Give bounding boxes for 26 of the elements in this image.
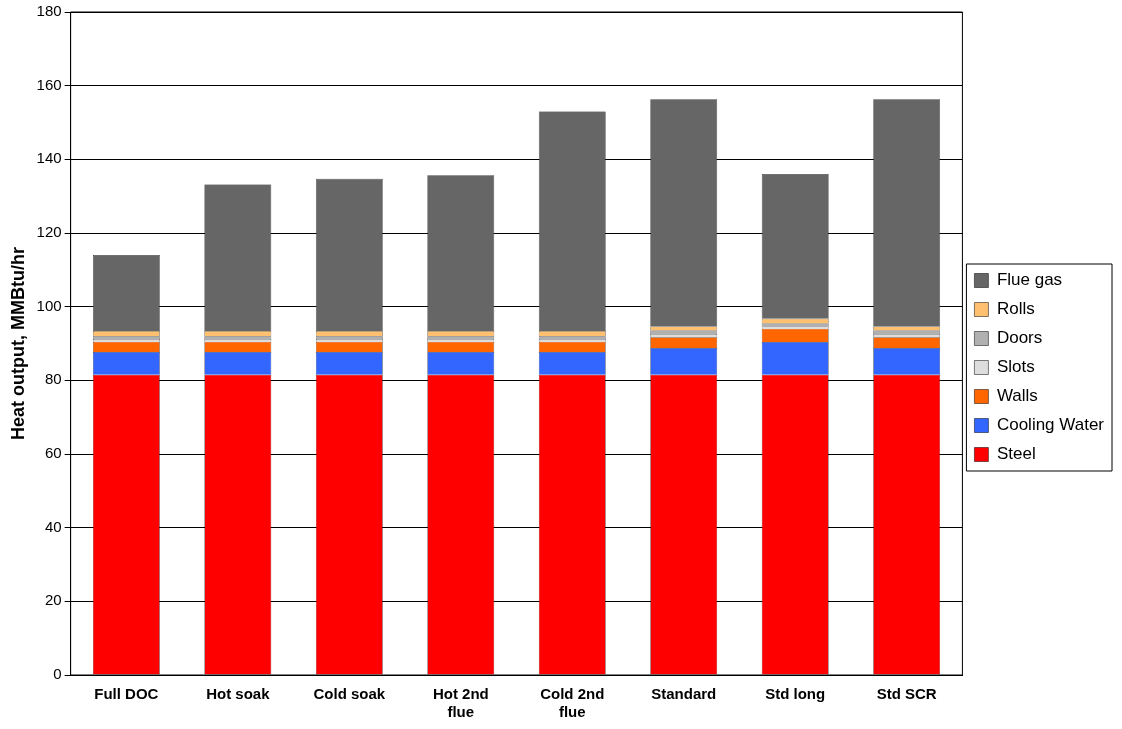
legend-label: Walls [996, 386, 1038, 406]
y-tick-label: 160 [36, 75, 62, 93]
legend-label: Rolls [996, 299, 1035, 319]
legend-label: Cooling Water [996, 415, 1105, 435]
x-tick-label: Std SCR [876, 685, 937, 703]
y-axis-title: Heat output, MMBtu/hr [7, 247, 28, 440]
x-tick-label: Cold 2nd flue [540, 685, 605, 721]
y-tick-label: 40 [44, 517, 62, 535]
x-tick-label: Hot 2nd flue [432, 685, 489, 721]
y-tick-label: 60 [44, 444, 62, 462]
y-tick-label: 100 [36, 296, 62, 314]
y-tick-label: 180 [36, 2, 62, 20]
legend-label: Steel [996, 444, 1036, 464]
x-tick-label: Standard [651, 685, 717, 703]
x-tick-label: Full DOC [94, 685, 159, 703]
legend-label: Slots [996, 357, 1035, 377]
x-tick-label: Std long [765, 685, 826, 703]
legend-label: Doors [996, 328, 1043, 348]
x-tick-label: Hot soak [206, 685, 271, 703]
legend-label: Flue gas [996, 270, 1063, 290]
y-tick-label: 140 [36, 149, 62, 167]
y-tick-label: 120 [36, 223, 62, 241]
y-tick-label: 20 [44, 591, 62, 609]
y-tick-label: 0 [53, 665, 62, 683]
x-tick-label: Cold soak [313, 685, 386, 703]
y-tick-label: 80 [44, 370, 62, 388]
